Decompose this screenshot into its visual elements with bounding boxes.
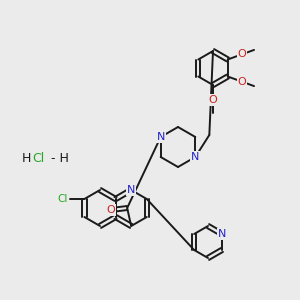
Text: H: H xyxy=(21,152,31,164)
Text: - H: - H xyxy=(47,152,69,164)
Text: Cl: Cl xyxy=(32,152,44,164)
Text: O: O xyxy=(208,95,217,105)
Text: N: N xyxy=(218,229,226,239)
Text: O: O xyxy=(107,205,116,215)
Text: O: O xyxy=(237,76,246,87)
Text: O: O xyxy=(237,50,246,59)
Text: Cl: Cl xyxy=(57,194,68,204)
Text: N: N xyxy=(191,152,200,162)
Text: N: N xyxy=(127,185,135,195)
Text: N: N xyxy=(157,132,165,142)
